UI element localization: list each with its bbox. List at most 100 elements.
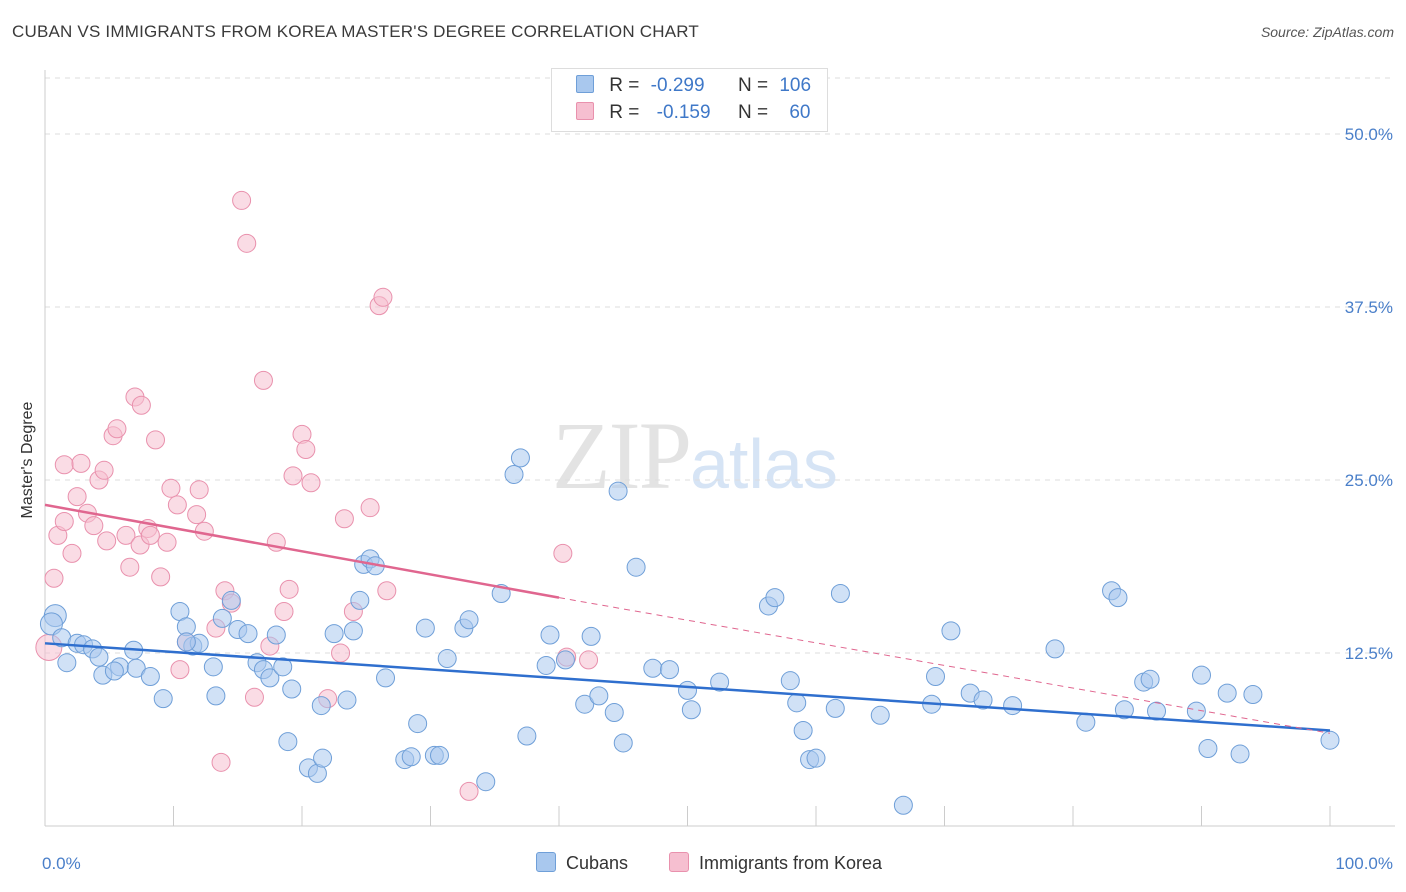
korea-trend-extension: [558, 597, 1331, 734]
bottom-legend-label: Immigrants from Korea: [699, 853, 883, 873]
cubans-point: [710, 672, 730, 692]
cubans-point: [536, 655, 556, 675]
cubans-point: [1243, 685, 1263, 705]
cubans-point: [1192, 665, 1211, 685]
korea-points: [35, 190, 599, 801]
korea-point: [116, 525, 136, 545]
chart-title: CUBAN VS IMMIGRANTS FROM KOREA MASTER'S …: [12, 22, 699, 41]
cubans-point: [787, 693, 807, 713]
korea-point: [189, 480, 209, 500]
cubans-point: [1114, 700, 1134, 720]
cubans-point: [589, 686, 609, 706]
legend-n-value: 106: [779, 75, 812, 96]
korea-point: [331, 643, 351, 663]
x-tick-label: 100.0%: [1335, 854, 1393, 873]
cubans-point: [401, 747, 421, 767]
korea-point: [140, 525, 160, 545]
legend-n-label: N =: [737, 75, 769, 96]
korea-point: [151, 567, 171, 587]
cubans-point: [1230, 744, 1250, 764]
korea-point: [194, 521, 214, 541]
korea-point: [187, 505, 207, 525]
cubans-point: [176, 632, 196, 652]
legend-r-value: -0.159: [656, 102, 711, 123]
cubans-point: [517, 726, 537, 746]
cubans-point: [437, 649, 457, 669]
cubans-point: [1186, 701, 1206, 721]
korea-point: [274, 601, 294, 621]
korea-point: [107, 419, 127, 439]
tick-labels: 12.5% 25.0% 37.5% 50.0% 0.0% 100.0%: [42, 125, 1393, 873]
cubans-point: [311, 696, 331, 716]
bottom-legend-cubans: Cubans: [536, 852, 628, 874]
cubans-point: [681, 700, 701, 720]
korea-point: [244, 687, 264, 707]
cubans-swatch: [576, 75, 594, 93]
cubans-point: [830, 583, 850, 603]
korea-point: [167, 495, 187, 515]
cubans-point: [206, 686, 226, 706]
korea-point: [170, 660, 190, 680]
cubans-point: [57, 653, 77, 673]
cubans-point: [140, 667, 160, 687]
cubans-point: [1076, 712, 1096, 732]
cubans-point: [765, 588, 785, 608]
cubans-point: [825, 698, 845, 718]
korea-swatch: [576, 102, 594, 120]
cubans-point: [282, 679, 302, 699]
cubans-point: [613, 733, 633, 753]
korea-point: [94, 460, 114, 480]
cubans-point: [238, 624, 258, 644]
correlation-legend: R = -0.299 N = 106 R = -0.159 N = 60: [551, 68, 828, 132]
korea-point: [279, 579, 299, 599]
y-tick-label: 25.0%: [1345, 471, 1393, 490]
source-label: Source: ZipAtlas.com: [1260, 24, 1394, 40]
cubans-point: [1140, 669, 1160, 689]
cubans-point: [581, 626, 601, 646]
korea-point: [97, 531, 117, 551]
cubans-point: [510, 448, 530, 468]
axes: [44, 70, 1395, 827]
korea-point: [377, 581, 397, 601]
cubans-point: [540, 625, 560, 645]
cubans-point: [926, 667, 946, 687]
legend-row-korea: R = -0.159 N = 60: [576, 102, 810, 126]
cubans-point: [1320, 730, 1340, 750]
legend-n-label: N =: [737, 102, 769, 123]
cubans-point: [104, 661, 124, 681]
cubans-point: [678, 680, 697, 700]
korea-point: [71, 453, 91, 473]
korea-point: [84, 516, 104, 536]
cubans-point: [266, 625, 286, 645]
watermark-atlas: atlas: [690, 425, 838, 503]
y-tick-label: 37.5%: [1345, 298, 1393, 317]
korea-point: [296, 440, 316, 460]
cubans-point: [313, 748, 333, 768]
grid-lines: [45, 77, 1395, 654]
cubans-points: [39, 448, 1340, 815]
cubans-point: [1003, 696, 1023, 716]
korea-point: [146, 430, 166, 450]
cubans-point: [260, 668, 280, 688]
y-tick-label: 12.5%: [1345, 644, 1393, 663]
cubans-point: [793, 721, 813, 741]
korea-point: [161, 478, 181, 498]
korea-point: [54, 512, 74, 532]
y-tick-label: 50.0%: [1345, 125, 1393, 144]
cubans-point: [1217, 683, 1237, 703]
bottom-legend-korea: Immigrants from Korea: [669, 852, 882, 874]
cubans-point: [221, 590, 241, 610]
cubans-point: [343, 621, 363, 641]
cubans-point: [324, 624, 344, 644]
cubans-point: [459, 610, 479, 630]
cubans-point: [626, 557, 646, 577]
cubans-point: [555, 650, 575, 670]
cubans-point: [608, 481, 628, 501]
cubans-point: [278, 732, 298, 752]
cubans-point: [273, 657, 293, 677]
korea-point: [360, 498, 380, 518]
korea-point: [283, 466, 303, 486]
korea-point: [131, 395, 151, 415]
cubans-point: [660, 660, 680, 680]
